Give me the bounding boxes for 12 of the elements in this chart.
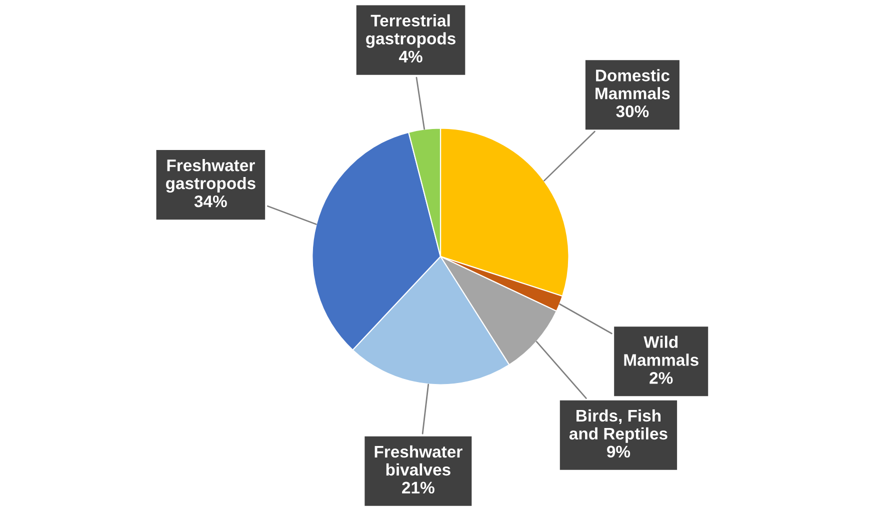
data-label: 4% <box>398 50 422 62</box>
slice-label: Freshwater bivalves <box>374 445 462 476</box>
slice-label: Freshwater gastropods <box>166 159 256 193</box>
data-label: 34% <box>194 195 227 208</box>
slice-label: Terrestrial gastropods <box>366 14 456 48</box>
data-label: 9% <box>607 446 630 458</box>
data-label: 21% <box>402 482 434 494</box>
data-label: 2% <box>650 372 673 384</box>
slice-label: Domestic Mammals <box>596 69 670 100</box>
slice-label: Birds, Fish and Reptiles <box>569 409 668 443</box>
slice-label: Wild Mammals <box>624 336 698 366</box>
data-label: 30% <box>616 105 649 118</box>
